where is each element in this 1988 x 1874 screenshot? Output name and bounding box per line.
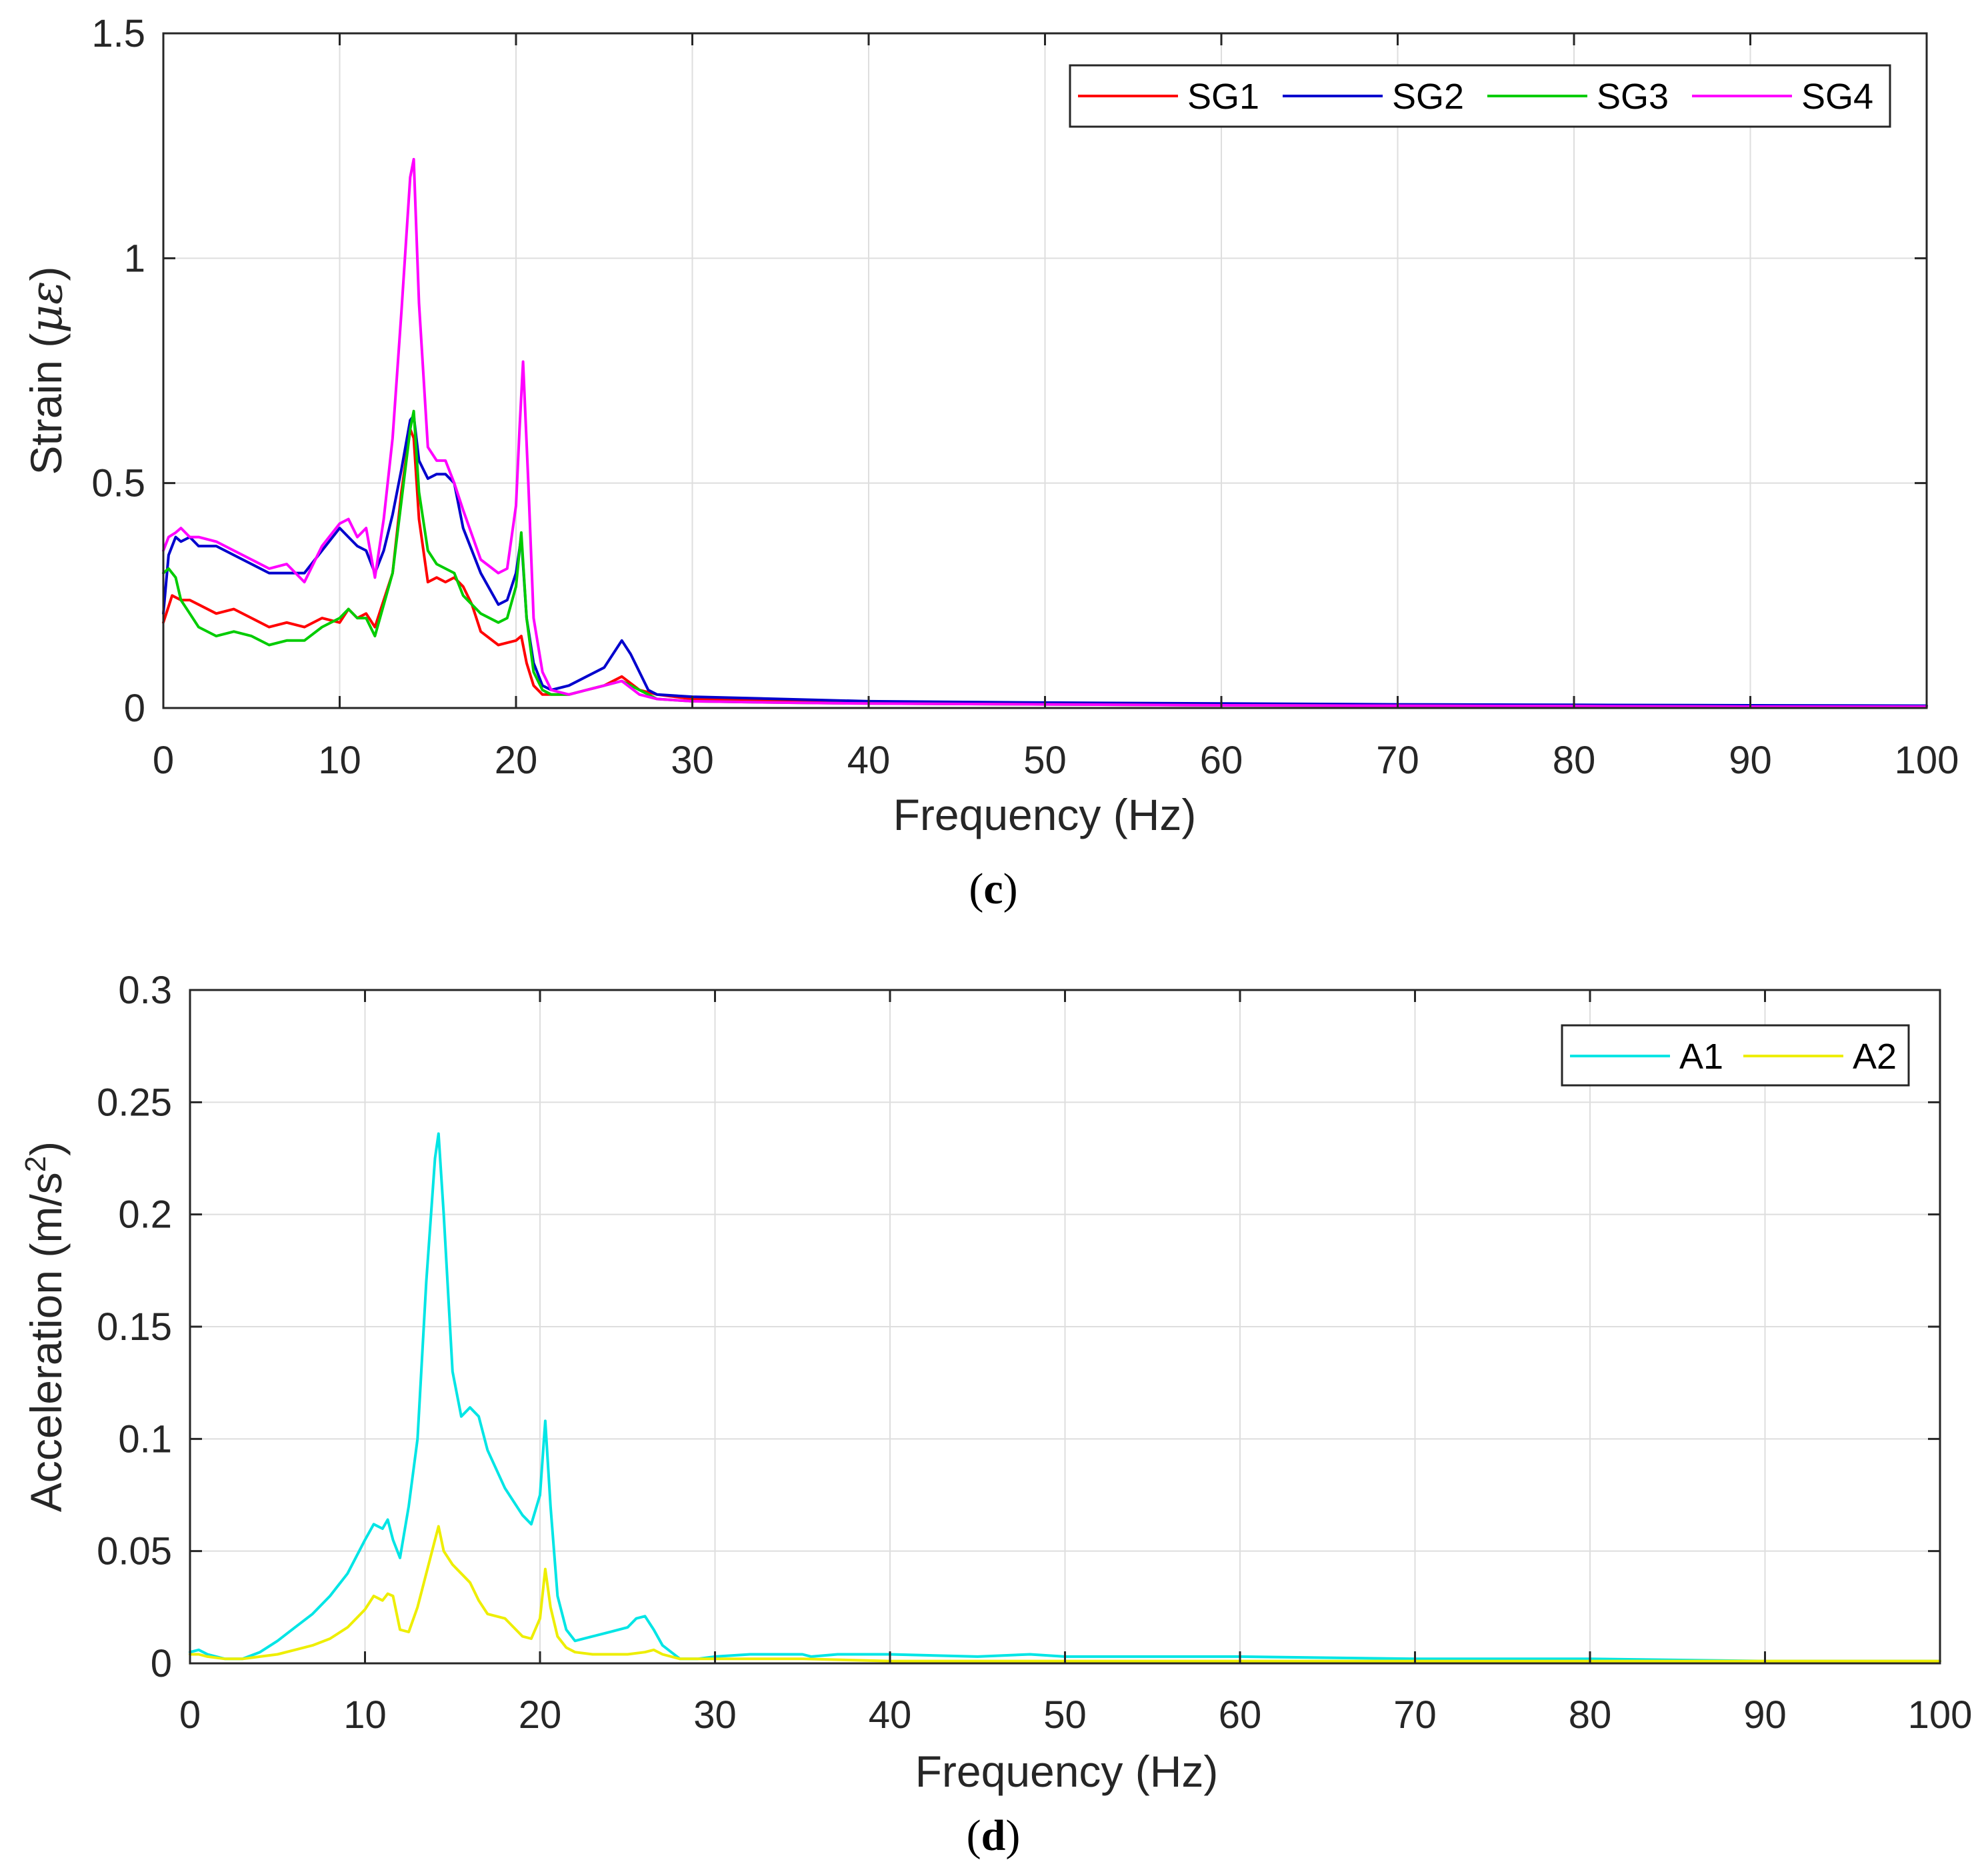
acceleration-y-axis-label: Acceleration (m/s2) [19, 1141, 71, 1512]
acceleration-x-tick-label: 0 [179, 1693, 201, 1737]
strain-x-tick-label: 70 [1376, 739, 1419, 782]
strain-y-tick-label: 0 [124, 687, 145, 730]
strain-x-tick-label: 100 [1895, 739, 1959, 782]
strain-x-tick-label: 60 [1200, 739, 1243, 782]
acceleration-x-tick-label: 20 [519, 1693, 562, 1737]
strain-grid-vertical [339, 33, 1751, 708]
acceleration-x-tick-label: 90 [1743, 1693, 1787, 1737]
strain-x-axis-label: Frequency (Hz) [893, 790, 1197, 839]
strain-x-tick-label: 40 [847, 739, 891, 782]
strain-y-axis-label-suffix: ) [21, 266, 71, 281]
strain-y-tick-label: 0.5 [91, 462, 145, 505]
acceleration-y-tick-label: 0.15 [97, 1305, 172, 1349]
acceleration-x-tick-label: 60 [1219, 1693, 1262, 1737]
panel-label-c: (c) [969, 865, 1017, 913]
strain-y-tick-label: 1 [124, 237, 145, 280]
strain-x-tick-label: 0 [153, 739, 174, 782]
acceleration-x-tick-label: 100 [1908, 1693, 1973, 1737]
acceleration-y-tick-label: 0 [151, 1642, 172, 1685]
strain-series-group [162, 157, 1928, 708]
strain-y-axis-label-unit: με [21, 281, 72, 333]
strain-x-tick-label: 50 [1023, 739, 1067, 782]
acceleration-y-axis-label-superscript: 2 [19, 1156, 52, 1172]
strain-legend-box [1069, 64, 1891, 128]
acceleration-x-tick-label: 80 [1569, 1693, 1612, 1737]
strain-x-tick-label: 90 [1729, 739, 1772, 782]
strain-x-ticks: 0 10 20 30 40 50 60 70 80 90 100 [153, 33, 1959, 782]
strain-legend-label-sg1: SG1 [1187, 77, 1259, 117]
acceleration-x-ticks: 0 10 20 30 40 50 60 70 80 90 100 [179, 990, 1973, 1737]
acceleration-y-axis-label-prefix: Acceleration (m/s [21, 1172, 71, 1512]
acceleration-x-tick-label: 10 [343, 1693, 387, 1737]
acceleration-series-a2 [189, 1525, 1941, 1663]
strain-chart: 0 10 20 30 40 50 60 70 80 90 100 00.511.5 SG1 SG2 SG… [21, 12, 1959, 913]
acceleration-legend-label-a2: A2 [1853, 1037, 1897, 1077]
strain-x-tick-label: 80 [1553, 739, 1596, 782]
acceleration-x-axis-label: Frequency (Hz) [915, 1747, 1219, 1796]
strain-y-tick-label: 1.5 [91, 12, 145, 55]
acceleration-y-ticks: 0 0.05 0.1 0.15 0.2 0.25 0.3 [97, 969, 1940, 1685]
strain-y-axis-label-prefix: Strain ( [21, 333, 71, 475]
strain-series-sg4 [162, 157, 1928, 708]
acceleration-y-tick-label: 0.1 [118, 1417, 172, 1461]
strain-x-tick-label: 10 [318, 739, 361, 782]
acceleration-grid-horizontal [190, 1101, 1940, 1552]
strain-legend-label-sg4: SG4 [1801, 77, 1873, 117]
acceleration-y-tick-label: 0.3 [118, 969, 172, 1012]
acceleration-chart: 0 10 20 30 40 50 60 70 80 90 100 0 0.05 0.1 0.15 0.2 0.… [19, 969, 1972, 1860]
strain-y-ticks: 0 0.5 1 1.5 [91, 12, 1927, 730]
strain-legend-label-sg2: SG2 [1392, 77, 1464, 117]
strain-x-tick-label: 30 [671, 739, 714, 782]
acceleration-x-tick-label: 70 [1393, 1693, 1437, 1737]
strain-legend: SG1 SG2 SG3 SG4 [1069, 64, 1891, 128]
acceleration-series-group [189, 1132, 1941, 1663]
acceleration-y-tick-label: 0.25 [97, 1081, 172, 1124]
acceleration-x-tick-label: 40 [869, 1693, 912, 1737]
acceleration-y-tick-label: 0.2 [118, 1193, 172, 1237]
acceleration-x-tick-label: 50 [1043, 1693, 1087, 1737]
panel-label-d: (d) [967, 1811, 1021, 1860]
acceleration-legend: A1 A2 [1561, 1024, 1910, 1087]
acceleration-y-tick-label: 0.05 [97, 1530, 172, 1573]
acceleration-series-a1 [189, 1132, 1941, 1663]
acceleration-legend-label-a1: A1 [1679, 1037, 1723, 1077]
strain-series-sg1 [162, 427, 1928, 708]
strain-x-tick-label: 20 [495, 739, 538, 782]
acceleration-y-axis-label-suffix: ) [21, 1141, 71, 1156]
strain-y-axis-label: Strain (με) [21, 266, 72, 475]
strain-grid-horizontal [163, 257, 1927, 484]
panel-letter-d: d [981, 1811, 1006, 1860]
acceleration-x-tick-label: 30 [693, 1693, 737, 1737]
panel-letter-c: c [983, 865, 1003, 913]
strain-legend-label-sg3: SG3 [1597, 77, 1669, 117]
